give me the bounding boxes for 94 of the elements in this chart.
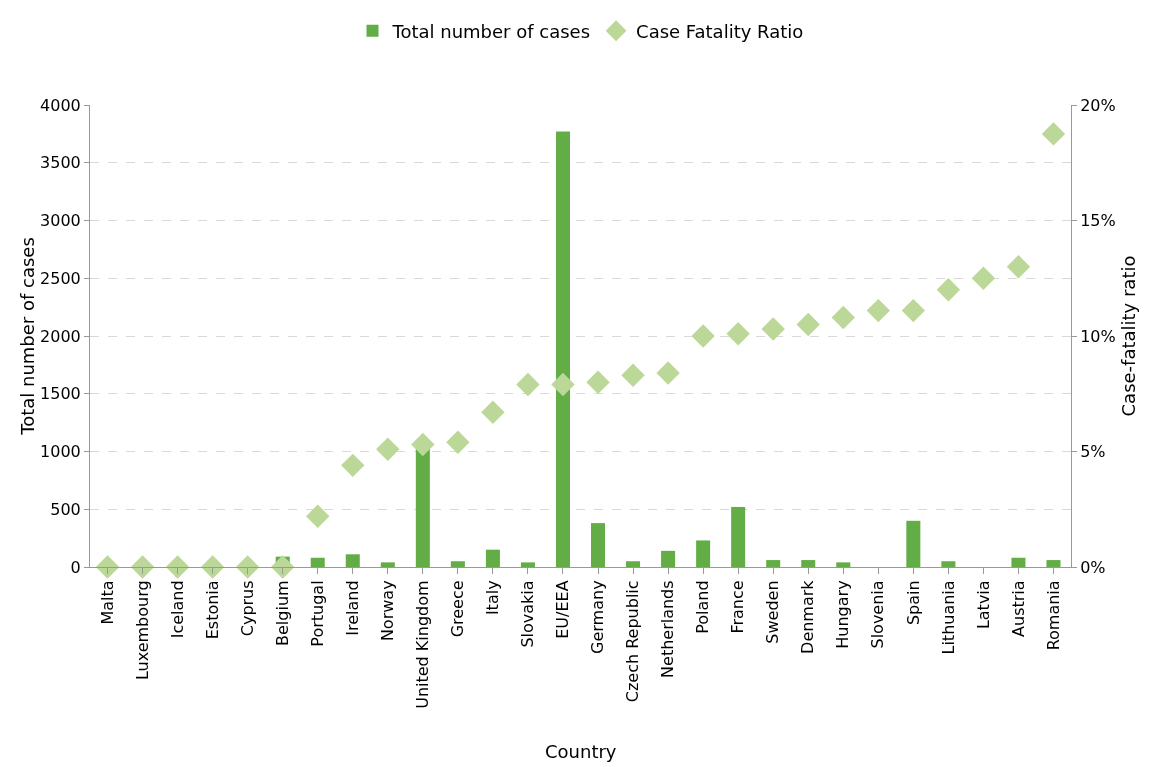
x-tick-label: Spain — [903, 580, 923, 626]
x-tick-label: Poland — [693, 580, 713, 634]
x-tick-label: Czech Republic — [623, 580, 643, 703]
point — [901, 298, 926, 323]
x-tick-label: Cyprus — [237, 580, 257, 637]
x-tick-label: Netherlands — [658, 580, 678, 678]
x-tick-label: EU/EEA — [553, 580, 573, 639]
point — [481, 400, 505, 424]
bar — [1011, 557, 1026, 567]
x-tick-label: Latvia — [973, 580, 993, 630]
x-tick-label: Austria — [1008, 580, 1028, 637]
point — [691, 324, 715, 348]
x-tick-label: Romania — [1043, 580, 1063, 651]
point — [516, 372, 540, 397]
x-tick-label: United Kingdom — [413, 580, 433, 709]
bar — [696, 540, 711, 567]
point — [376, 437, 400, 461]
bar — [485, 549, 500, 567]
point — [971, 266, 996, 290]
point — [95, 555, 120, 579]
x-tick-label: Greece — [448, 580, 468, 638]
legend-label: Case Fatality Ratio — [636, 20, 804, 42]
y2-axis-title: Case-fatality ratio — [1117, 255, 1139, 417]
x-tick-label: Norway — [378, 580, 397, 642]
y2-tick-label: 20% — [1080, 95, 1116, 115]
point — [165, 555, 190, 579]
bar — [906, 520, 921, 567]
point — [831, 305, 855, 330]
point — [446, 430, 470, 454]
bar — [766, 560, 781, 567]
y-tick-label: 1500 — [40, 384, 81, 404]
bar — [661, 550, 676, 567]
bar — [801, 560, 816, 567]
point — [761, 317, 785, 341]
x-tick-label: Luxembourg — [132, 580, 152, 681]
point — [551, 372, 575, 397]
bar — [345, 554, 360, 567]
x-axis-title: Country — [545, 741, 617, 762]
point — [1041, 122, 1066, 146]
x-tick-label: Estonia — [202, 580, 222, 640]
y-tick-label: 2500 — [40, 268, 81, 288]
y-tick-label: 2000 — [40, 326, 81, 346]
y-tick-label: 3500 — [40, 153, 81, 173]
x-tick-label: Malta — [97, 580, 117, 625]
x-tick-label: Sweden — [763, 580, 783, 644]
point — [866, 298, 890, 323]
y-tick-label: 3000 — [40, 211, 81, 231]
bar — [555, 131, 570, 567]
x-tick-label: Belgium — [272, 580, 292, 646]
x-tick-label: Hungary — [833, 580, 853, 649]
bar — [380, 562, 395, 567]
y-tick-label: 500 — [50, 499, 81, 519]
x-tick-label: Italy — [483, 580, 503, 616]
point — [621, 363, 645, 387]
y-tick-label: 1000 — [40, 442, 81, 462]
bar — [450, 561, 465, 567]
x-tick-label: Slovakia — [518, 580, 538, 648]
y-tick-label: 0 — [70, 557, 81, 577]
bar — [310, 557, 325, 567]
bar — [941, 561, 956, 567]
point — [586, 370, 610, 394]
point — [411, 432, 435, 457]
point — [796, 312, 820, 337]
point — [271, 555, 295, 579]
bar — [731, 506, 746, 567]
y2-tick-label: 15% — [1080, 211, 1116, 231]
bar — [520, 562, 535, 567]
x-tick-label: Lithuania — [938, 580, 958, 655]
point — [341, 453, 365, 478]
point — [726, 321, 750, 346]
x-tick-label: Iceland — [167, 580, 187, 639]
x-tick-label: Slovenia — [868, 580, 888, 649]
bar — [1046, 560, 1061, 567]
x-tick-label: Germany — [588, 580, 608, 654]
x-tick-label: Ireland — [342, 580, 362, 636]
point — [656, 361, 680, 385]
point — [235, 555, 260, 579]
y2-tick-label: 10% — [1080, 326, 1116, 346]
point — [200, 555, 225, 579]
x-tick-label: France — [728, 580, 748, 634]
y2-tick-label: 0% — [1080, 557, 1106, 577]
legend-label: Total number of cases — [391, 20, 591, 42]
x-tick-label: Denmark — [798, 579, 818, 654]
point — [936, 278, 961, 302]
point — [306, 504, 330, 528]
y2-tick-label: 5% — [1080, 442, 1106, 462]
bar — [626, 561, 641, 567]
y-axis-title: Total number of cases — [17, 237, 39, 436]
bar — [836, 562, 851, 567]
point — [130, 555, 155, 579]
point — [1006, 255, 1031, 279]
x-tick-label: Portugal — [307, 580, 327, 647]
y-tick-label: 4000 — [40, 95, 81, 115]
bar — [591, 523, 606, 567]
